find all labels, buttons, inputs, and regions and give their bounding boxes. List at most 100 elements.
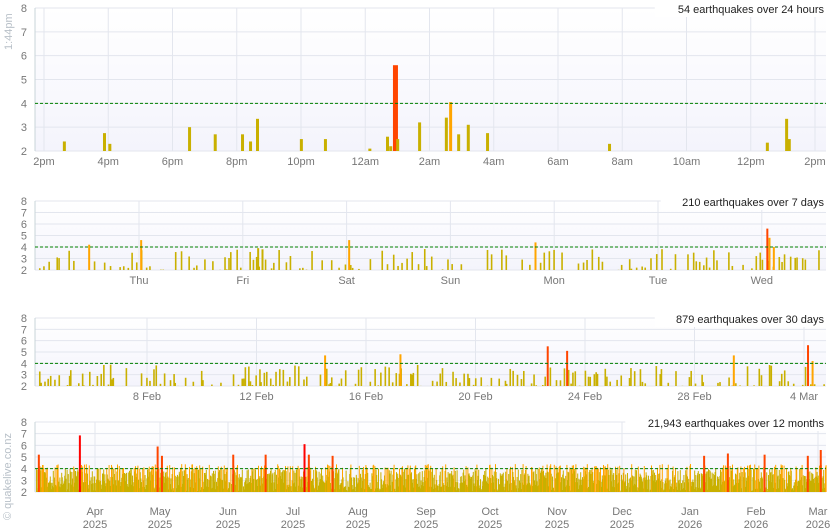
quake-bar (117, 464, 118, 492)
quake-bar (635, 484, 637, 492)
quake-bar (410, 473, 412, 492)
quake-bar (810, 480, 811, 492)
quake-bar (203, 481, 205, 492)
quake-bar (83, 482, 85, 492)
quake-bar (688, 478, 690, 492)
quake-bar (56, 257, 59, 270)
x-tick-label: Jun (219, 506, 237, 518)
quake-bar (557, 472, 559, 492)
quake-bar (502, 472, 504, 492)
quake-bar (180, 486, 182, 492)
quake-bar (141, 482, 142, 492)
quake-bar (660, 487, 662, 492)
quake-bar (298, 485, 300, 492)
quake-bar (747, 465, 748, 492)
quake-bar (459, 483, 461, 492)
quake-bar (694, 470, 696, 492)
quake-bar (519, 480, 520, 492)
quake-bar (648, 475, 649, 492)
quake-bar (192, 469, 194, 492)
quake-bar (589, 470, 591, 492)
quake-bar (599, 480, 601, 492)
quake-bar (618, 473, 620, 492)
quake-bar (93, 490, 94, 492)
quake-bar (720, 484, 722, 492)
quake-bar (433, 488, 435, 492)
quake-bar (472, 384, 475, 386)
quake-bar (818, 250, 820, 270)
quake-bar (406, 258, 408, 270)
quake-bar (195, 468, 197, 492)
quake-bar (534, 480, 535, 492)
quake-bar (674, 475, 676, 492)
x-tick-label: 24 Feb (568, 391, 602, 403)
quake-bar (511, 490, 513, 492)
quake-bar (604, 368, 607, 386)
quake-bar (624, 482, 625, 492)
quake-bar (728, 480, 730, 492)
x-tick-label: Mar (809, 506, 828, 518)
quake-bar (164, 482, 166, 492)
quake-bar (386, 264, 389, 270)
quake-bar (271, 482, 273, 492)
quake-bar (219, 478, 221, 492)
quake-bar (243, 486, 244, 492)
quake-bar (106, 474, 108, 492)
quake-bar (490, 377, 493, 386)
quake-bar (247, 483, 249, 492)
quake-bar (110, 476, 112, 492)
quake-bar (301, 476, 303, 492)
quake-bar (672, 470, 673, 492)
quake-bar (119, 469, 121, 492)
quake-bar (399, 468, 400, 492)
quake-bar (153, 466, 154, 492)
quake-bar (285, 466, 286, 492)
quake-bar (95, 490, 97, 492)
quake-bar (216, 486, 218, 492)
quake-bar (570, 467, 572, 492)
quake-bar (345, 470, 347, 492)
y-tick-label: 6 (21, 336, 27, 348)
quake-bar (359, 479, 361, 492)
quake-bar (194, 467, 196, 492)
quake-bar (328, 384, 330, 386)
quake-bar (54, 477, 55, 492)
quake-bar (823, 469, 825, 492)
quake-bar (400, 475, 402, 492)
quake-bar (460, 264, 463, 270)
quake-bar (492, 482, 494, 492)
quake-bar (264, 465, 265, 492)
quake-bar (393, 464, 395, 492)
quake-bar (538, 485, 540, 492)
quake-bar (36, 469, 37, 492)
quake-bar (51, 482, 53, 492)
quake-bar (40, 487, 42, 492)
quake-bar (358, 465, 360, 492)
quake-bar (514, 481, 516, 492)
quake-bar (93, 261, 96, 270)
quake-bar (777, 475, 779, 492)
quake-bar (361, 469, 363, 492)
quake-bar (567, 471, 569, 492)
quake-bar (598, 472, 600, 492)
quake-bar (318, 471, 320, 492)
x-tick-label: 8pm (226, 156, 247, 168)
quake-bar (241, 477, 243, 492)
quake-bar (814, 478, 816, 492)
quake-bar (739, 476, 741, 492)
quake-bar (457, 482, 459, 492)
y-tick-label: 6 (21, 51, 27, 63)
x-tick-label: 12am (351, 156, 379, 168)
x-tick-label: 2025 (148, 519, 172, 530)
quake-bar (822, 476, 824, 492)
quake-bar (796, 481, 798, 492)
quake-bar (567, 369, 570, 386)
quake-bar (338, 383, 340, 386)
quake-bar (708, 267, 711, 270)
quake-bar (343, 488, 345, 492)
quake-bar (57, 464, 59, 492)
quake-bar (252, 471, 253, 492)
quake-bar (224, 257, 226, 270)
quake-bar (387, 484, 388, 492)
